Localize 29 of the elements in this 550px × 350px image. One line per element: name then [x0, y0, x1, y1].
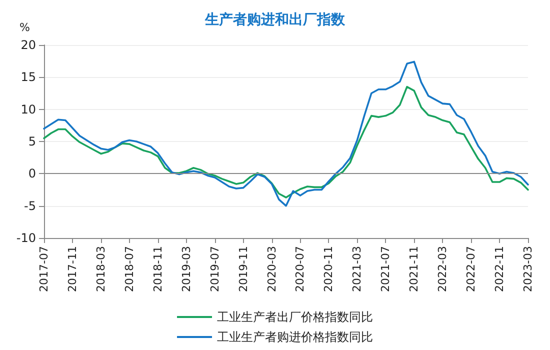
x-tick-label: 2021-03 [350, 246, 364, 292]
x-tick-label: 2017-11 [66, 246, 79, 292]
x-tick-label: 2022-07 [464, 246, 478, 292]
y-tick-label: 20 [20, 38, 36, 52]
x-tick-label: 2018-03 [94, 246, 108, 292]
x-tick-label: 2018-11 [151, 246, 164, 292]
x-tick-label: 2017-07 [38, 246, 50, 292]
legend-label: 工业生产者出厂价格指数同比 [217, 310, 373, 324]
x-tick-label: 2019-07 [208, 246, 222, 292]
x-tick-label: 2020-07 [294, 246, 307, 292]
y-tick-label: 15 [20, 70, 36, 84]
x-tick-label: 2022-11 [493, 246, 506, 292]
x-tick-label: 2020-03 [265, 246, 278, 292]
y-axis-title: % [20, 21, 30, 34]
x-tick-label: 2019-11 [236, 246, 250, 292]
x-tick-label: 2018-07 [122, 246, 136, 292]
y-tick-label: 10 [20, 102, 36, 116]
legend-label: 工业生产者购进价格指数同比 [217, 330, 373, 344]
chart-title: 生产者购进和出厂指数 [204, 11, 346, 28]
y-tick-label: -5 [24, 198, 36, 213]
x-tick-label: 2021-11 [408, 246, 421, 292]
x-tick-label: 2021-07 [379, 246, 392, 292]
x-tick-label: 2019-03 [180, 246, 193, 292]
y-tick-label: -10 [16, 231, 36, 245]
x-tick-label: 2022-03 [436, 246, 450, 292]
y-tick-label: 5 [28, 134, 36, 148]
x-tick-label: 2023-03 [522, 246, 534, 292]
y-tick-label: 0 [28, 166, 36, 181]
x-tick-label: 2020-11 [322, 246, 336, 292]
